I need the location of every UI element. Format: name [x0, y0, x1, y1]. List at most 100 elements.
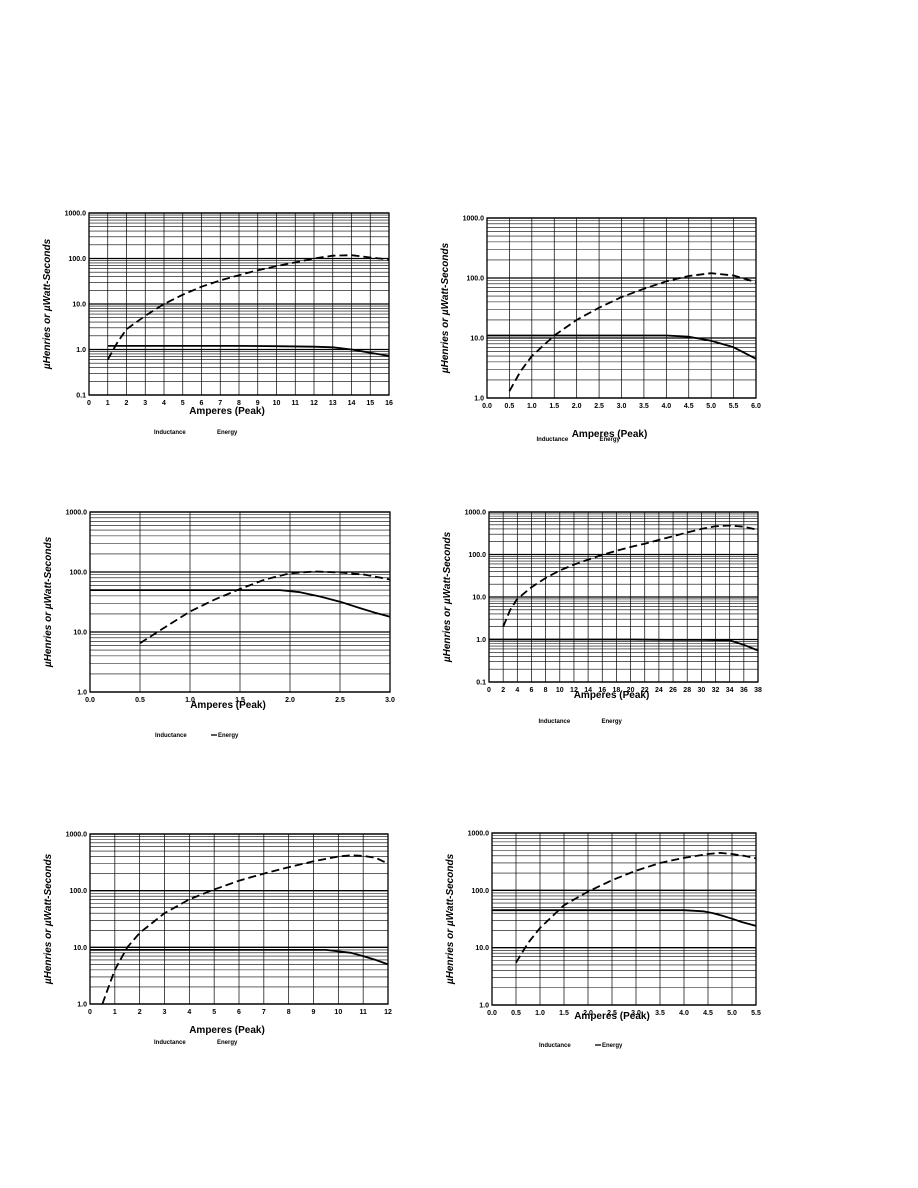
y-tick-label: 100.0 [69, 888, 87, 895]
legend: Inductance Energy [537, 437, 621, 443]
legend-inductance: Inductance [154, 430, 186, 436]
x-tick-label: 10 [334, 1009, 342, 1016]
legend-inductance: Inductance [539, 719, 571, 725]
legend-energy: Energy [602, 719, 623, 725]
x-tick-label: 4 [162, 400, 166, 407]
x-tick-label: 3.0 [385, 697, 395, 704]
x-tick-label: 6 [200, 400, 204, 407]
x-tick-label: 2.5 [607, 1010, 617, 1017]
x-tick-label: 5.0 [706, 403, 716, 410]
x-axis-label: Amperes (Peak) [189, 406, 265, 417]
x-tick-label: 0 [88, 1009, 92, 1016]
x-tick-label: 36 [740, 687, 748, 694]
x-tick-label: 7 [218, 400, 222, 407]
x-tick-label: 11 [292, 400, 300, 407]
x-tick-label: 14 [584, 687, 592, 694]
y-tick-label: 10.0 [73, 945, 87, 952]
x-tick-label: 6.0 [751, 403, 761, 410]
series-energy-line [508, 272, 757, 392]
series-inductance-line [487, 334, 757, 360]
x-tick-label: 8 [287, 1009, 291, 1016]
grid [89, 511, 391, 693]
y-axis-label: µHenries or µWatt-Seconds [43, 853, 54, 985]
x-tick-label: 0 [487, 687, 491, 694]
x-tick-label: 1 [106, 400, 110, 407]
x-tick-label: 5.5 [729, 403, 739, 410]
y-tick-label: 1.0 [77, 1002, 87, 1009]
grid [488, 511, 759, 683]
y-axis-label: µHenries or µWatt-Seconds [42, 238, 53, 370]
x-tick-label: 0 [87, 400, 91, 407]
x-tick-label: 16 [385, 400, 393, 407]
x-tick-label: 8 [544, 687, 548, 694]
legend-inductance: Inductance [537, 437, 569, 443]
x-axis-label: Amperes (Peak) [189, 1025, 265, 1036]
x-tick-label: 6 [530, 687, 534, 694]
x-tick-label: 2.5 [594, 403, 604, 410]
x-tick-label: 13 [329, 400, 337, 407]
x-tick-label: 18 [613, 687, 621, 694]
x-tick-label: 0.0 [85, 697, 95, 704]
x-tick-label: 28 [683, 687, 691, 694]
y-tick-label: 10.0 [470, 336, 484, 343]
y-axis-label: µHenries or µWatt-Seconds [43, 536, 54, 668]
x-tick-label: 3 [163, 1009, 167, 1016]
x-tick-label: 1 [113, 1009, 117, 1016]
x-tick-label: 0.0 [482, 403, 492, 410]
x-tick-label: 4.0 [661, 403, 671, 410]
x-axis-label: Amperes (Peak) [190, 700, 266, 711]
legend-energy: Energy [600, 437, 621, 443]
x-tick-label: 12 [310, 400, 318, 407]
y-axis-label: µHenries or µWatt-Seconds [445, 853, 456, 985]
x-tick-label: 4 [187, 1009, 191, 1016]
x-tick-label: 9 [312, 1009, 316, 1016]
plot-frame [486, 217, 757, 399]
legend-energy: Energy [217, 1040, 238, 1046]
x-tick-label: 11 [359, 1009, 367, 1016]
series-inductance-line [489, 638, 759, 652]
y-axis-label: µHenries or µWatt-Seconds [442, 531, 453, 663]
legend-energy: Energy [218, 733, 239, 739]
legend: Inductance Energy [539, 719, 623, 725]
x-tick-label: 15 [366, 400, 374, 407]
x-tick-label: 1.5 [235, 697, 245, 704]
x-tick-label: 30 [697, 687, 705, 694]
x-tick-label: 5.5 [751, 1010, 761, 1017]
x-tick-label: 10 [273, 400, 281, 407]
x-tick-label: 2.0 [285, 697, 295, 704]
plot-frame [89, 833, 389, 1005]
x-tick-label: 3 [143, 400, 147, 407]
x-tick-label: 1.5 [549, 403, 559, 410]
series-energy-line [101, 854, 389, 1005]
plot-frame [491, 832, 757, 1006]
y-tick-label: 1000.0 [463, 216, 485, 223]
x-tick-label: 2 [501, 687, 505, 694]
grid [88, 212, 390, 396]
x-tick-label: 5 [181, 400, 185, 407]
y-tick-label: 1.0 [77, 690, 87, 697]
series-inductance-line [107, 345, 390, 357]
x-tick-label: 32 [712, 687, 720, 694]
y-tick-label: 100.0 [466, 276, 484, 283]
x-tick-label: 7 [262, 1009, 266, 1016]
y-tick-label: 10.0 [472, 595, 486, 602]
legend: Inductance Energy [154, 1040, 238, 1046]
x-axis-label: Amperes (Peak) [572, 429, 648, 440]
x-tick-label: 3.0 [617, 403, 627, 410]
plot-frame [89, 511, 391, 693]
series-energy-line [502, 524, 759, 628]
y-tick-label: 10.0 [73, 630, 87, 637]
x-tick-label: 12 [570, 687, 578, 694]
legend-inductance: Inductance [154, 1040, 186, 1046]
x-tick-label: 20 [627, 687, 635, 694]
x-tick-label: 4 [515, 687, 519, 694]
x-tick-label: 4.5 [703, 1010, 713, 1017]
x-tick-label: 2.0 [583, 1010, 593, 1017]
y-tick-label: 1000.0 [65, 211, 87, 218]
y-tick-label: 0.1 [476, 680, 486, 687]
x-tick-label: 4.0 [679, 1010, 689, 1017]
